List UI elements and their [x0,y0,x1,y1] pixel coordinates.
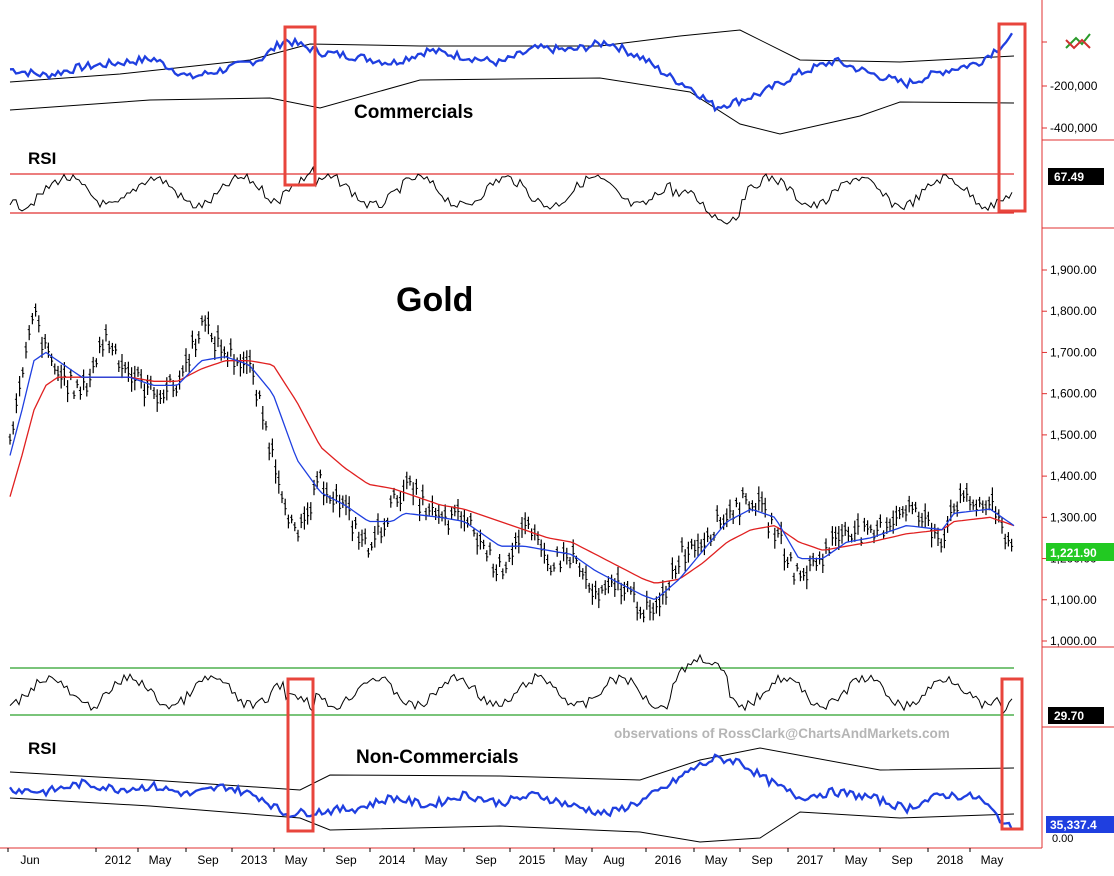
x-tick-label: 2015 [519,853,546,867]
svg-text:35,337.4: 35,337.4 [1050,818,1097,832]
gold-last-price-box: 1,221.90 [1046,543,1114,561]
noncomm-series-line [9,753,1014,831]
non-commercials-rsi-label: RSI [28,739,56,758]
svg-text:1,221.90: 1,221.90 [1050,546,1097,560]
commercials-rsi-line [9,165,1013,225]
gold-title: Gold [396,281,473,319]
x-tick-label: 2012 [105,853,132,867]
x-tick-label: Sep [197,853,219,867]
svg-text:67.49: 67.49 [1054,170,1084,184]
y-tick-label: 1,600.00 [1050,387,1097,401]
x-tick-label: May [285,853,308,867]
commercials-lower-band [9,77,1015,135]
highlight-box-2018-bottom [1000,677,1024,831]
x-tick-label: May [565,853,588,867]
noncomm-rsi-value-box: 29.70 [1048,707,1104,724]
x-tick-label: Sep [335,853,357,867]
moving-average-slow [9,360,1015,584]
gold-panel: 1,900.00 1,800.00 1,700.00 1,600.00 1,500.00… [8,263,1097,648]
y-tick-label: 1,800.00 [1050,304,1097,318]
highlight-box-2013-top [283,25,317,187]
y-tick-label: 1,400.00 [1050,469,1097,483]
commercials-series-line [9,32,1013,113]
noncomm-rsi-line [9,653,1013,715]
highlight-box-2013-bottom [286,677,315,833]
highlight-box-2018-top [997,22,1027,213]
x-tick-label: 2017 [797,853,824,867]
x-tick-label: 2016 [655,853,682,867]
y-tick-label: 1,500.00 [1050,428,1097,442]
noncomm-tick-fragment: 0.00 [1052,833,1073,845]
commercials-rsi-label: RSI [28,149,56,168]
watermark-text: observations of RossClark@ChartsAndMarke… [614,726,950,741]
commercials-rsi-value-box: 67.49 [1048,168,1104,185]
y-tick-label: -200,000 [1050,79,1098,93]
noncomm-lower-band [9,797,1015,843]
x-tick-label: Sep [751,853,773,867]
y-tick-label: 1,100.00 [1050,593,1097,607]
x-tick-label: 2014 [379,853,406,867]
x-tick-label: May [425,853,448,867]
x-tick-label: Jun [20,853,39,867]
x-tick-label: 2013 [241,853,268,867]
y-tick-label: 1,300.00 [1050,510,1097,524]
svg-text:29.70: 29.70 [1054,709,1084,723]
commercials-panel: -200,000 -400,000 [9,22,1098,225]
x-tick-label: May [845,853,868,867]
x-tick-label: Sep [475,853,497,867]
noncomm-last-value-box: 35,337.4 [1046,816,1114,833]
x-tick-label: May [981,853,1004,867]
x-tick-label: Aug [603,853,624,867]
x-tick-label: May [705,853,728,867]
non-commercials-panel [9,653,1024,843]
y-tick-label: -400,000 [1050,121,1098,135]
x-tick-label: 2018 [937,853,964,867]
x-axis: Jun 2012 May Sep 2013 May Sep 2014 May Sep 2015 May… [7,848,1004,867]
x-tick-label: May [149,853,172,867]
moving-average-fast [9,351,1015,600]
y-tick-label: 1,900.00 [1050,263,1097,277]
y-tick-label: 1,700.00 [1050,345,1097,359]
non-commercials-title: Non-Commercials [356,747,519,768]
y-tick-label: 1,000.00 [1050,634,1097,648]
commercials-title: Commercials [354,102,473,123]
double-arrow-icon[interactable] [1065,33,1091,50]
noncomm-upper-band [9,747,1015,791]
x-tick-label: Sep [891,853,913,867]
